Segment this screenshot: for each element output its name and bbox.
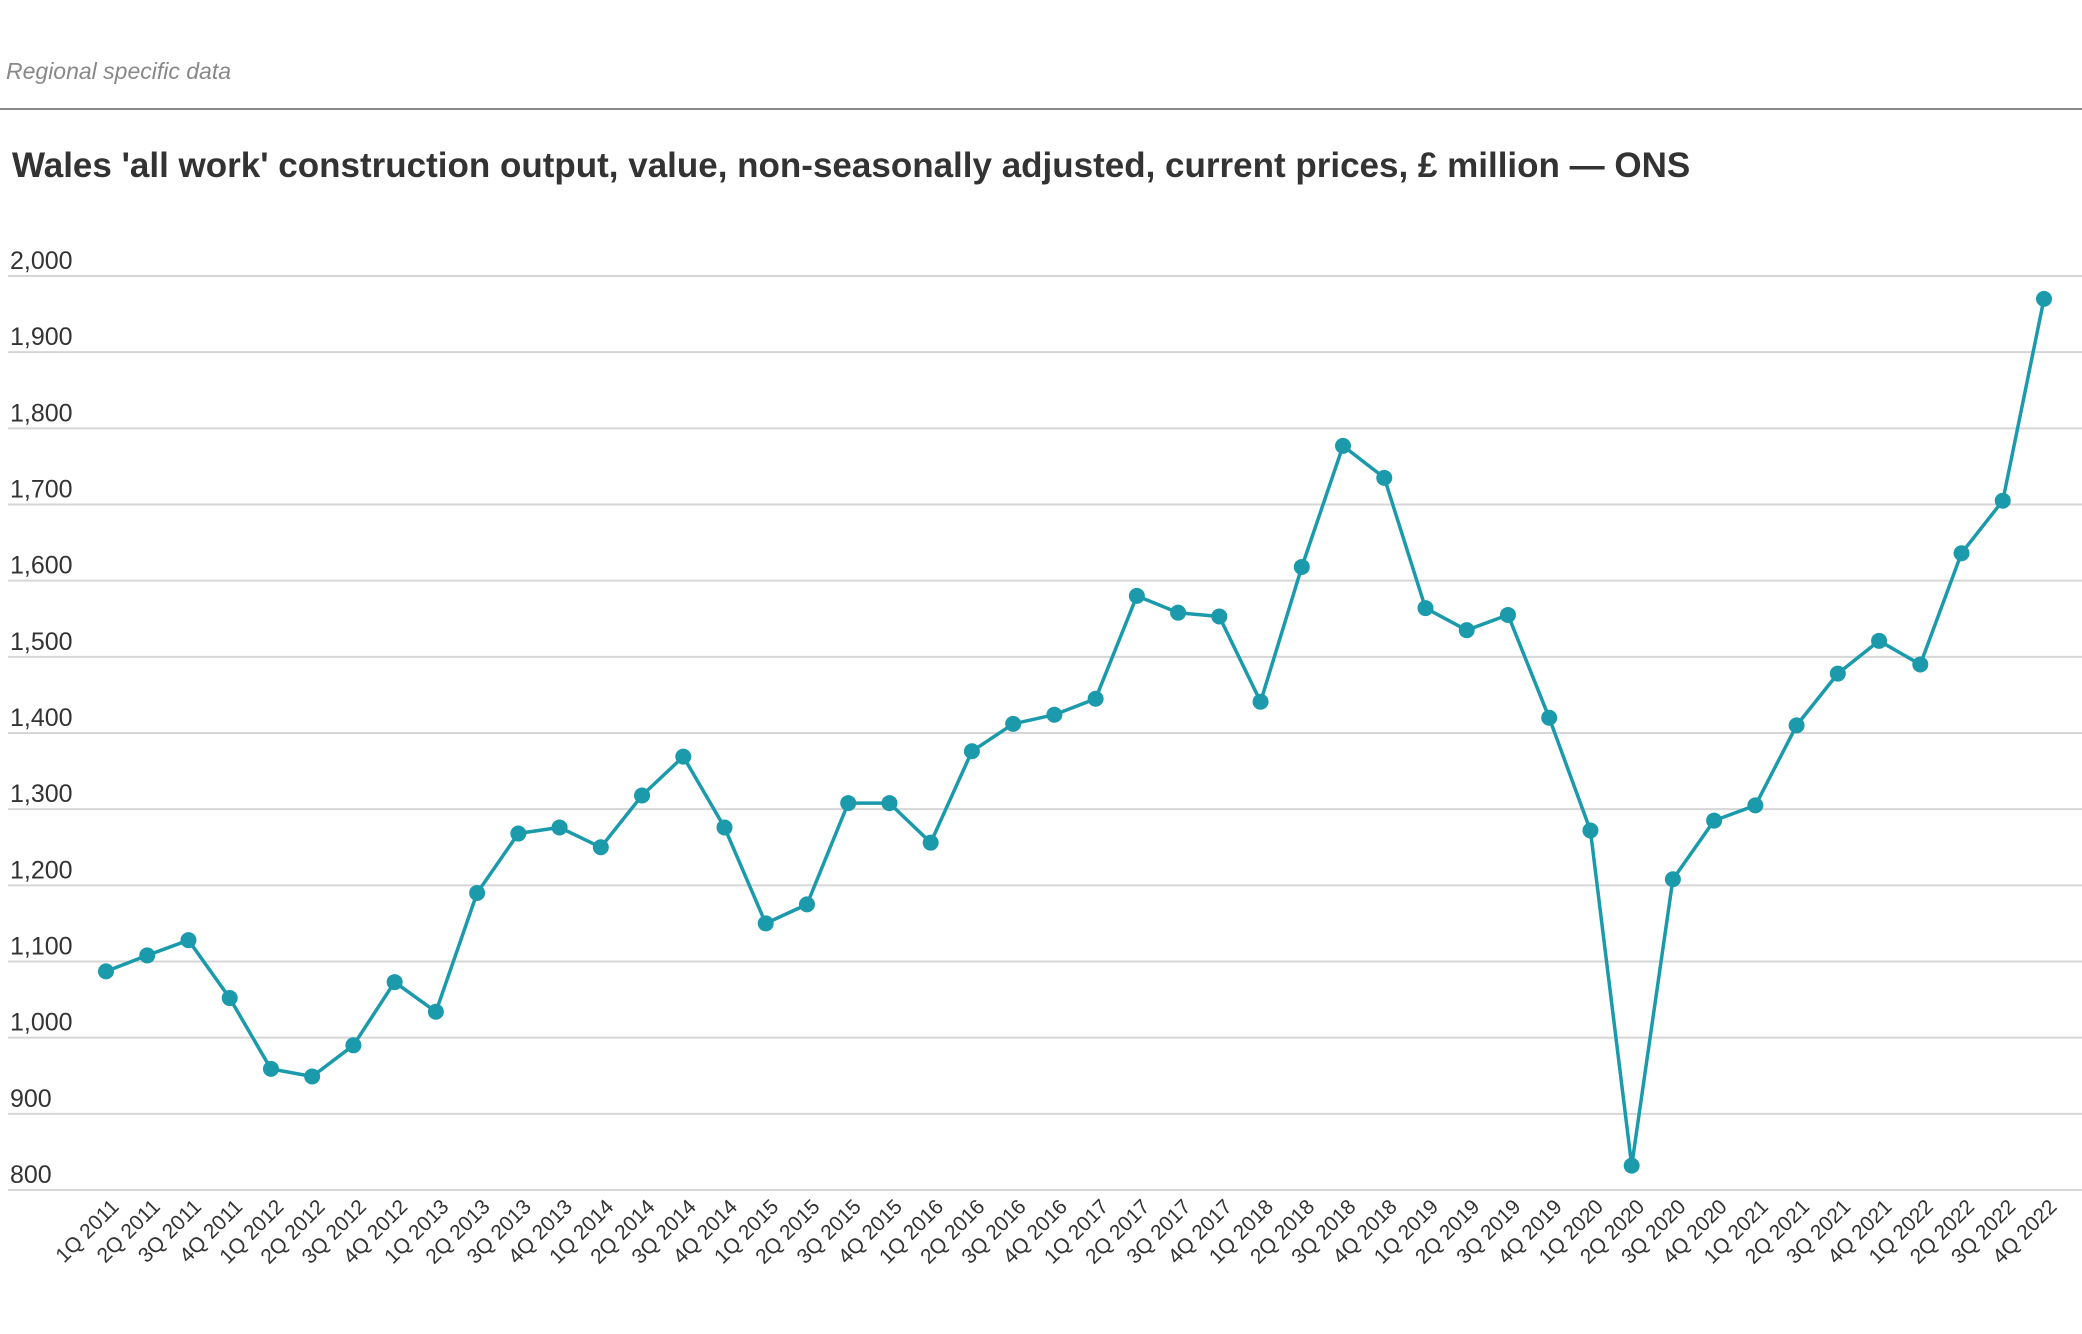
y-tick-label: 1,400 [10, 704, 73, 732]
data-point[interactable] [1252, 693, 1269, 710]
y-tick-label: 2,000 [10, 247, 73, 275]
data-point[interactable] [1582, 822, 1599, 839]
data-point[interactable] [1087, 690, 1104, 707]
data-point[interactable] [1211, 608, 1228, 625]
data-point[interactable] [634, 787, 651, 804]
y-axis-ticks: 800 900 1,000 1,100 1,200 1,300 1,400 1,500 1,60… [10, 247, 73, 1189]
data-point[interactable] [1994, 492, 2011, 509]
data-point[interactable] [757, 915, 774, 932]
data-point[interactable] [1706, 812, 1723, 829]
data-point[interactable] [1623, 1157, 1640, 1174]
data-point[interactable] [1747, 797, 1764, 814]
data-point[interactable] [221, 990, 238, 1007]
data-point[interactable] [1953, 545, 1970, 562]
data-point[interactable] [1293, 558, 1310, 575]
data-point[interactable] [1912, 656, 1929, 673]
data-point[interactable] [304, 1068, 321, 1085]
data-point[interactable] [1170, 604, 1187, 621]
data-point[interactable] [963, 743, 980, 760]
data-point[interactable] [510, 825, 527, 842]
data-point[interactable] [98, 963, 114, 980]
data-point[interactable] [551, 819, 568, 836]
data-point[interactable] [798, 896, 815, 913]
y-tick-label: 1,700 [10, 476, 73, 504]
y-tick-label: 1,000 [10, 1009, 73, 1037]
data-point[interactable] [1788, 717, 1805, 734]
data-point[interactable] [1417, 600, 1434, 617]
y-tick-label: 1,900 [10, 323, 73, 351]
y-tick-label: 1,200 [10, 856, 73, 884]
data-point[interactable] [2036, 290, 2052, 307]
data-point[interactable] [1871, 632, 1888, 649]
data-point[interactable] [1128, 587, 1145, 604]
data-point[interactable] [1335, 437, 1352, 454]
data-point[interactable] [881, 795, 898, 812]
data-point[interactable] [1458, 622, 1475, 639]
chart-title: Wales 'all work' construction output, va… [12, 146, 1691, 185]
gridlines [8, 275, 2082, 1191]
data-point[interactable] [1499, 606, 1516, 623]
data-point[interactable] [139, 947, 156, 964]
y-tick-label: 1,100 [10, 933, 73, 961]
y-tick-label: 800 [10, 1161, 52, 1189]
data-point[interactable] [262, 1060, 279, 1077]
data-point[interactable] [840, 795, 857, 812]
data-point[interactable] [1005, 715, 1022, 732]
chart-kicker: Regional specific data [6, 58, 232, 84]
y-tick-label: 1,800 [10, 399, 73, 427]
data-point[interactable] [386, 974, 403, 991]
data-point[interactable] [345, 1037, 362, 1054]
data-point[interactable] [1046, 706, 1063, 723]
data-point[interactable] [1664, 871, 1681, 888]
data-point[interactable] [180, 932, 197, 949]
data-point[interactable] [675, 748, 692, 765]
data-point[interactable] [922, 834, 939, 851]
data-point[interactable] [592, 839, 609, 856]
y-tick-label: 1,600 [10, 552, 73, 580]
data-point[interactable] [1829, 665, 1846, 682]
series-points [98, 290, 2052, 1174]
data-point[interactable] [427, 1003, 444, 1020]
y-tick-label: 900 [10, 1085, 52, 1113]
data-point[interactable] [1376, 469, 1393, 486]
data-point[interactable] [716, 819, 733, 836]
data-point[interactable] [469, 884, 486, 901]
data-point[interactable] [1541, 709, 1558, 726]
y-tick-label: 1,500 [10, 628, 73, 656]
y-tick-label: 1,300 [10, 780, 73, 808]
header-divider [0, 108, 2082, 110]
